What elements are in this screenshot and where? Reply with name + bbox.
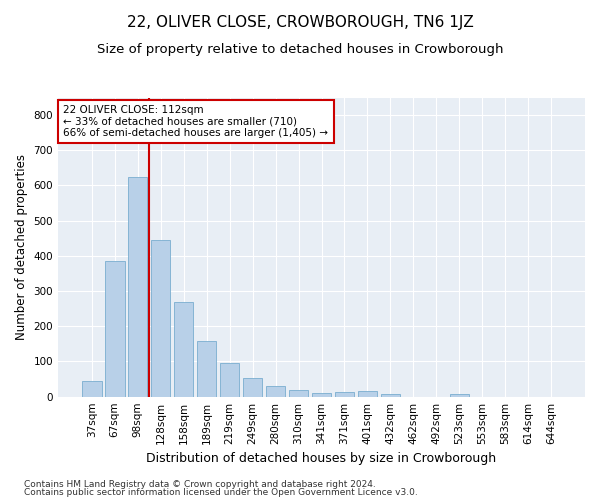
Y-axis label: Number of detached properties: Number of detached properties: [15, 154, 28, 340]
Bar: [128, 176, 148, 396]
Text: 22, OLIVER CLOSE, CROWBOROUGH, TN6 1JZ: 22, OLIVER CLOSE, CROWBOROUGH, TN6 1JZ: [127, 15, 473, 30]
Bar: [243, 378, 262, 396]
Bar: [220, 362, 239, 396]
Bar: [358, 392, 377, 396]
Bar: [266, 386, 286, 396]
Bar: [174, 302, 193, 396]
Bar: [335, 392, 354, 396]
Bar: [82, 381, 101, 396]
Bar: [449, 394, 469, 396]
Bar: [151, 240, 170, 396]
X-axis label: Distribution of detached houses by size in Crowborough: Distribution of detached houses by size …: [146, 452, 497, 465]
Text: Contains HM Land Registry data © Crown copyright and database right 2024.: Contains HM Land Registry data © Crown c…: [24, 480, 376, 489]
Bar: [289, 390, 308, 396]
Bar: [380, 394, 400, 396]
Bar: [312, 393, 331, 396]
Bar: [105, 261, 125, 396]
Text: Contains public sector information licensed under the Open Government Licence v3: Contains public sector information licen…: [24, 488, 418, 497]
Text: Size of property relative to detached houses in Crowborough: Size of property relative to detached ho…: [97, 42, 503, 56]
Bar: [197, 342, 217, 396]
Text: 22 OLIVER CLOSE: 112sqm
← 33% of detached houses are smaller (710)
66% of semi-d: 22 OLIVER CLOSE: 112sqm ← 33% of detache…: [64, 105, 328, 138]
